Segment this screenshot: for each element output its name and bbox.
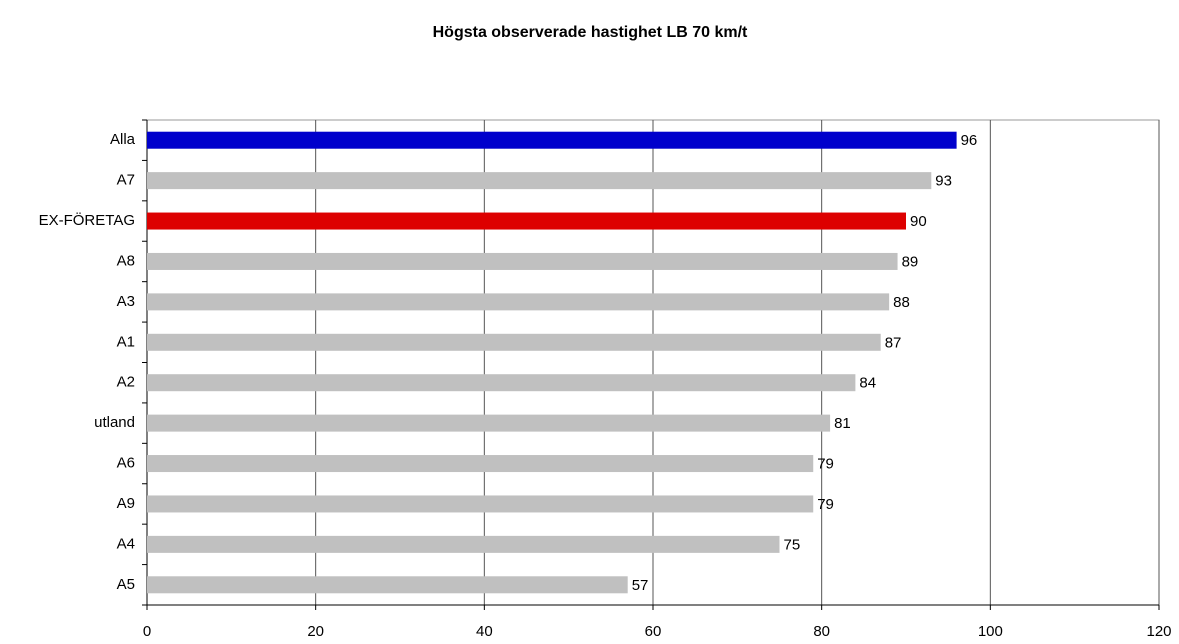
value-label: 57 (632, 577, 649, 594)
value-label: 93 (935, 173, 952, 190)
chart-title: Högsta observerade hastighet LB 70 km/t (433, 24, 748, 41)
y-tick-label: A7 (117, 172, 135, 189)
value-label: 87 (885, 334, 902, 351)
bar (147, 131, 957, 149)
value-label: 89 (902, 253, 919, 270)
y-tick-label: A8 (117, 252, 135, 269)
bar (147, 252, 898, 270)
bar (147, 293, 890, 311)
y-tick-label: Alla (110, 131, 136, 148)
x-tick-label: 20 (307, 623, 324, 640)
bar (147, 374, 856, 392)
y-tick-label: A2 (117, 374, 135, 391)
y-tick-label: A3 (117, 293, 135, 310)
y-tick-label: A9 (117, 495, 135, 512)
bar (147, 172, 932, 190)
bar (147, 535, 780, 553)
x-tick-label: 80 (813, 623, 830, 640)
value-label: 88 (893, 294, 910, 311)
value-label: 96 (961, 132, 978, 149)
value-label: 75 (784, 536, 801, 553)
x-tick-label: 40 (476, 623, 493, 640)
value-label: 84 (859, 375, 876, 392)
bar (147, 495, 814, 513)
bar (147, 576, 628, 594)
y-tick-label: EX-FÖRETAG (39, 211, 135, 229)
y-tick-label: A6 (117, 455, 135, 472)
bar (147, 414, 831, 432)
x-tick-label: 120 (1146, 623, 1171, 640)
x-tick-label: 100 (978, 623, 1003, 640)
x-tick-label: 60 (645, 623, 662, 640)
bar (147, 333, 881, 351)
y-tick-label: A1 (117, 333, 135, 350)
value-label: 81 (834, 415, 851, 432)
bar (147, 455, 814, 473)
bar (147, 212, 906, 230)
x-tick-label: 0 (143, 623, 151, 640)
y-tick-label: A4 (117, 535, 135, 552)
y-tick-label: utland (94, 414, 135, 431)
y-tick-label: A5 (117, 576, 135, 593)
value-label: 79 (817, 456, 834, 473)
value-label: 79 (817, 496, 834, 513)
value-label: 90 (910, 213, 927, 230)
